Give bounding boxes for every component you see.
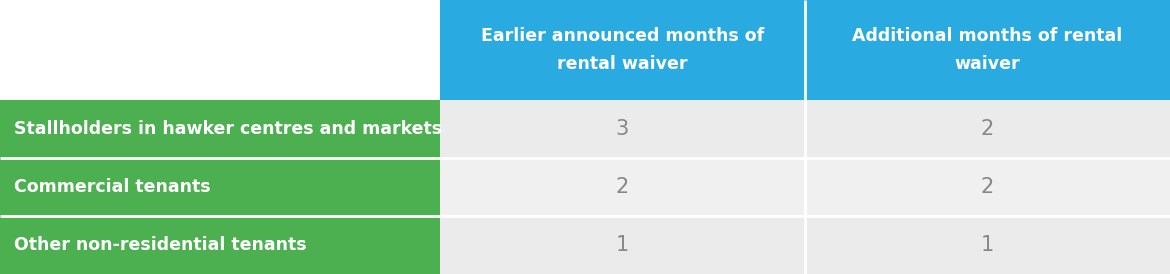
Bar: [0, 216, 440, 274]
Bar: [805, 0, 1170, 100]
Bar: [440, 0, 805, 100]
Bar: [0, 158, 440, 216]
Bar: [805, 100, 1170, 158]
Text: Other non-residential tenants: Other non-residential tenants: [14, 236, 307, 254]
Bar: [805, 158, 1170, 216]
Bar: [440, 158, 805, 216]
Text: 1: 1: [615, 235, 629, 255]
Text: Commercial tenants: Commercial tenants: [14, 178, 211, 196]
Text: Stallholders in hawker centres and markets: Stallholders in hawker centres and marke…: [14, 120, 442, 138]
Bar: [0, 0, 440, 100]
Bar: [805, 216, 1170, 274]
Text: Earlier announced months of
rental waiver: Earlier announced months of rental waive…: [481, 27, 764, 73]
Text: Additional months of rental
waiver: Additional months of rental waiver: [853, 27, 1122, 73]
Bar: [440, 216, 805, 274]
Text: 2: 2: [980, 177, 994, 197]
Text: 1: 1: [980, 235, 994, 255]
Text: 2: 2: [615, 177, 629, 197]
Text: 3: 3: [615, 119, 629, 139]
Bar: [0, 100, 440, 158]
Bar: [440, 100, 805, 158]
Text: 2: 2: [980, 119, 994, 139]
